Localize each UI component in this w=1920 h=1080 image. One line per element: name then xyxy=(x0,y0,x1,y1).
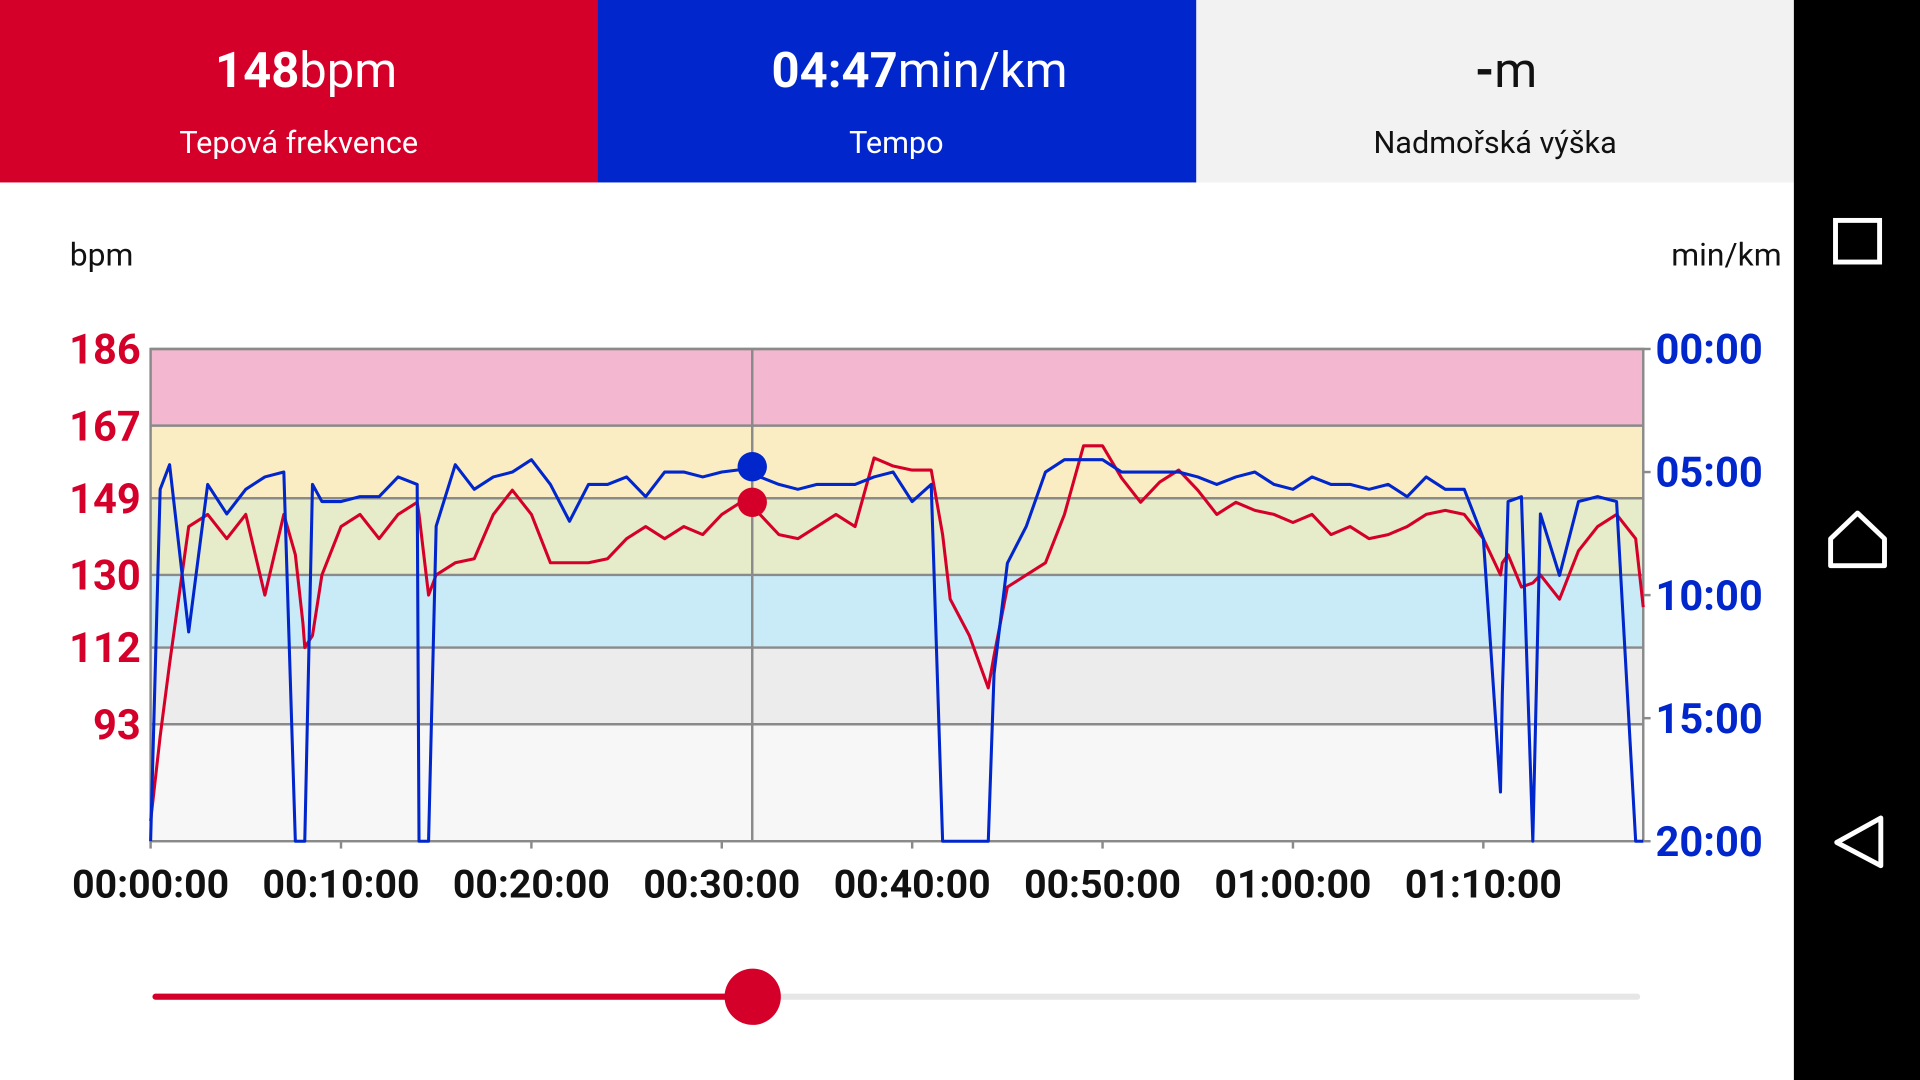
x-tick-label: 00:40:00 xyxy=(834,862,991,908)
x-tick-label: 01:10:00 xyxy=(1405,862,1562,908)
recents-button[interactable] xyxy=(1833,217,1883,265)
y2-tick-label: 15:00 xyxy=(1656,695,1763,744)
nav-bar xyxy=(1793,0,1920,1080)
y-tick-label: 112 xyxy=(69,624,141,673)
zone-band xyxy=(150,724,1644,842)
y2-tick-label: 10:00 xyxy=(1656,572,1763,621)
pace-value-text: 04:47min/km xyxy=(772,42,1068,99)
home-button[interactable] xyxy=(1828,510,1887,569)
y2-tick-label: 00:00 xyxy=(1656,326,1763,375)
hr-label: Tepová frekvence xyxy=(179,126,418,161)
y-tick-label: 93 xyxy=(93,701,141,750)
hr-value: 148 xyxy=(215,42,299,99)
zone-band xyxy=(150,498,1644,575)
y2-tick-label: 20:00 xyxy=(1656,818,1763,867)
altitude-value-text: -m xyxy=(1475,42,1537,99)
x-tick-label: 00:20:00 xyxy=(453,862,610,908)
zone-band xyxy=(150,425,1644,499)
hr-panel[interactable] xyxy=(0,0,598,183)
cursor-dot-pace xyxy=(737,452,767,482)
altitude-panel[interactable] xyxy=(1196,0,1794,183)
altitude-value: - xyxy=(1475,42,1494,99)
zone-band xyxy=(150,647,1644,725)
hr-unit: bpm xyxy=(299,42,397,99)
zone-band xyxy=(150,348,1644,426)
pace-panel[interactable] xyxy=(597,0,1197,183)
altitude-unit: m xyxy=(1494,42,1537,99)
series-line xyxy=(149,458,1644,843)
y-tick-label: 167 xyxy=(69,402,141,451)
pace-unit: min/km xyxy=(898,42,1068,99)
pace-value: 04:47 xyxy=(772,42,898,99)
plot: 93 112 130 149 167 186 00:00 05:00 10:00 15:00 20:… xyxy=(69,326,1763,908)
y2-axis-label: min/km xyxy=(1671,236,1781,274)
slider-thumb[interactable] xyxy=(724,968,781,1025)
x-tick-label: 00:30:00 xyxy=(643,862,800,908)
x-tick-label: 00:50:00 xyxy=(1024,862,1181,908)
y-tick-label: 186 xyxy=(69,326,141,375)
y-tick-label: 130 xyxy=(69,552,141,601)
back-button[interactable] xyxy=(1834,815,1884,869)
x-tick-label: 00:00:00 xyxy=(72,862,229,908)
y2-tick-label: 05:00 xyxy=(1656,449,1763,498)
y-tick-label: 149 xyxy=(69,475,141,524)
x-tick-label: 01:00:00 xyxy=(1214,862,1371,908)
zone-band xyxy=(150,574,1644,648)
altitude-label: Nadmořská výška xyxy=(1373,126,1616,161)
y-axis-label: bpm xyxy=(70,236,134,274)
pace-label: Tempo xyxy=(849,126,944,161)
hr-value-text: 148bpm xyxy=(215,42,397,99)
slider[interactable] xyxy=(152,968,1641,1025)
series-line xyxy=(149,444,1645,822)
cursor-dot-hr xyxy=(737,487,767,517)
x-tick-label: 00:10:00 xyxy=(263,862,420,908)
